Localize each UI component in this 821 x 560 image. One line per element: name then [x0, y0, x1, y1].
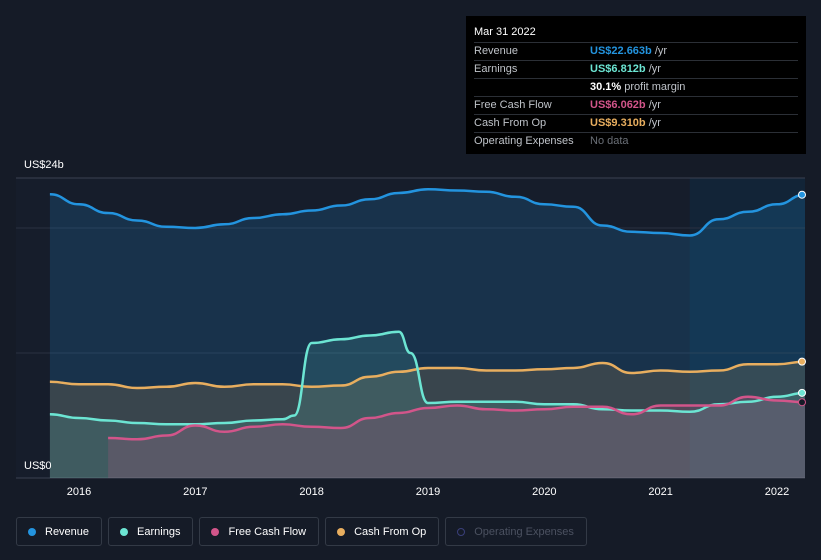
x-tick-label: 2017	[183, 486, 207, 498]
legend-item-earnings[interactable]: Earnings	[108, 517, 194, 546]
legend-label: Revenue	[45, 525, 90, 538]
legend-dot-icon	[211, 527, 220, 536]
earnings-area	[49, 331, 805, 478]
y-axis-min-label: US$0	[24, 460, 52, 472]
free-cash-flow-end-point	[798, 398, 806, 407]
tooltip-row: Revenue US$22.663b /yr	[474, 42, 798, 60]
x-tick-label: 2020	[532, 486, 556, 498]
x-tick-label: 2018	[299, 486, 323, 498]
chart-area: 2016 2017 2018 2019 2020 2021 2022	[16, 177, 806, 498]
tooltip-row-label	[474, 79, 590, 96]
tooltip-row-value: US$6.812b /yr	[590, 63, 661, 75]
tooltip-row-label: Cash From Op	[474, 117, 547, 129]
chart-legend: Revenue Earnings Free Cash Flow Cash From O…	[16, 517, 593, 547]
cash-from-op-line	[49, 360, 806, 390]
legend-label: Operating Expenses	[474, 525, 574, 538]
tooltip-row-value: No data	[590, 135, 629, 147]
revenue-area	[49, 189, 805, 479]
cash-from-op-end-point	[798, 357, 806, 366]
earnings-line	[49, 330, 806, 426]
legend-dot-icon	[457, 527, 466, 536]
tooltip-row: Free Cash Flow US$6.062b /yr	[474, 96, 798, 114]
tooltip-date: Mar 31 2022	[474, 26, 536, 38]
y-axis-max-label: US$24b	[24, 159, 64, 171]
tooltip-row: Earnings US$6.812b /yr	[474, 60, 798, 78]
legend-item-free-cash-flow[interactable]: Free Cash Flow	[199, 517, 320, 546]
tooltip-row-label: Earnings	[474, 63, 518, 75]
tooltip-row-value: US$9.310b /yr	[590, 117, 661, 129]
legend-label: Free Cash Flow	[228, 525, 307, 538]
legend-dot-icon	[28, 527, 36, 536]
tooltip-row: 30.1% profit margin	[474, 78, 798, 96]
tooltip-row-value: US$22.663b /yr	[590, 45, 668, 57]
legend-label: Earnings	[137, 525, 181, 538]
data-tooltip: Mar 31 2022 Revenue US$22.663b /yr Earning…	[466, 16, 806, 154]
revenue-end-point	[798, 190, 806, 199]
free-cash-flow-line	[108, 395, 806, 441]
legend-dot-icon	[337, 527, 346, 536]
legend-item-revenue[interactable]: Revenue	[16, 517, 103, 546]
x-tick-label: 2016	[67, 486, 91, 498]
revenue-line	[49, 188, 806, 237]
legend-label: Cash From Op	[354, 525, 427, 538]
cash-from-op-area	[49, 361, 805, 478]
earnings-end-point	[798, 388, 806, 397]
tooltip-row-label: Revenue	[474, 45, 519, 57]
tooltip-row-label: Free Cash Flow	[474, 99, 552, 111]
legend-item-cash-from-op[interactable]: Cash From Op	[325, 517, 440, 546]
x-tick-label: 2019	[416, 486, 440, 498]
tooltip-row-label: Operating Expenses	[474, 135, 574, 147]
tooltip-row-value: US$6.062b /yr	[590, 99, 661, 111]
x-tick-label: 2022	[765, 486, 789, 498]
tooltip-row-value: 30.1% profit margin	[590, 81, 686, 93]
legend-item-operating-expenses[interactable]: Operating Expenses	[445, 517, 587, 546]
free-cash-flow-area	[108, 396, 806, 478]
legend-dot-icon	[120, 527, 129, 536]
x-tick-label: 2021	[648, 486, 672, 498]
tooltip-row: Cash From Op US$9.310b /yr	[474, 114, 798, 132]
tooltip-row: Operating Expenses No data	[474, 132, 798, 150]
